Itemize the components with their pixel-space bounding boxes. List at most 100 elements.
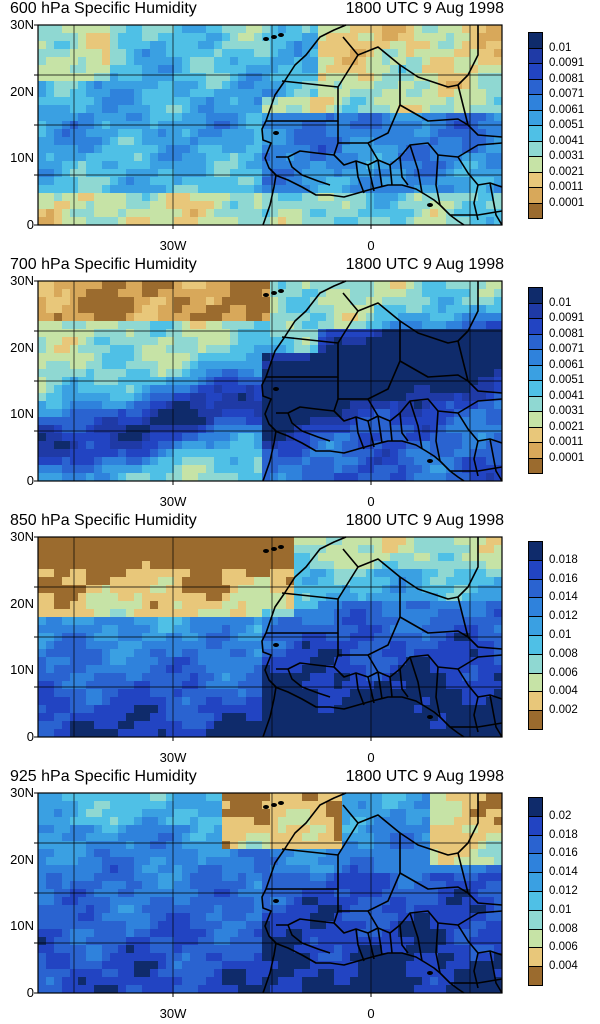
field-cell (486, 553, 495, 562)
field-cell (246, 65, 255, 74)
field-cell (94, 553, 103, 562)
field-cell (270, 465, 279, 474)
field-cell (454, 641, 463, 650)
field-cell (398, 217, 407, 226)
field-cell (198, 353, 207, 362)
field-cell (278, 201, 287, 210)
field-cell (286, 57, 295, 66)
field-cell (198, 433, 207, 442)
field-cell (54, 217, 63, 226)
field-cell (486, 145, 495, 154)
field-cell (294, 89, 303, 98)
field-cell (238, 297, 247, 306)
field-cell (158, 817, 167, 826)
field-cell (102, 33, 111, 42)
field-cell (126, 89, 135, 98)
field-cell (198, 705, 207, 714)
field-cell (310, 97, 319, 106)
field-cell (174, 217, 183, 226)
field-cell (182, 617, 191, 626)
field-cell (422, 697, 431, 706)
field-cell (182, 209, 191, 218)
field-cell (414, 49, 423, 58)
field-cell (246, 185, 255, 194)
field-cell (390, 281, 399, 290)
field-cell (142, 321, 151, 330)
field-cell (222, 609, 231, 618)
field-cell (366, 721, 375, 730)
field-cell (390, 809, 399, 818)
field-cell (446, 545, 455, 554)
field-cell (398, 473, 407, 482)
field-cell (54, 137, 63, 146)
field-cell (62, 713, 71, 722)
field-cell (326, 713, 335, 722)
field-cell (422, 337, 431, 346)
field-cell (302, 729, 311, 738)
field-cell (374, 313, 383, 322)
field-cell (134, 577, 143, 586)
field-cell (126, 185, 135, 194)
field-cell (182, 625, 191, 634)
field-cell (78, 57, 87, 66)
field-cell (126, 841, 135, 850)
field-cell (150, 689, 159, 698)
field-cell (158, 81, 167, 90)
field-cell (54, 281, 63, 290)
field-cell (150, 153, 159, 162)
field-cell (454, 57, 463, 66)
field-cell (222, 81, 231, 90)
field-cell (158, 161, 167, 170)
field-cell (230, 689, 239, 698)
field-cell (318, 841, 327, 850)
field-cell (406, 129, 415, 138)
field-cell (222, 673, 231, 682)
field-cell (206, 345, 215, 354)
field-cell (142, 185, 151, 194)
field-cell (78, 145, 87, 154)
field-cell (150, 337, 159, 346)
field-cell (302, 41, 311, 50)
field-cell (358, 321, 367, 330)
field-cell (422, 441, 431, 450)
field-cell (190, 193, 199, 202)
field-cell (94, 25, 103, 34)
field-cell (270, 41, 279, 50)
field-cell (462, 81, 471, 90)
field-cell (358, 153, 367, 162)
field-cell (430, 209, 439, 218)
field-cell (206, 201, 215, 210)
field-cell (142, 641, 151, 650)
field-cell (262, 89, 271, 98)
field-cell (134, 697, 143, 706)
field-cell (198, 593, 207, 602)
field-cell (118, 353, 127, 362)
field-cell (470, 673, 479, 682)
field-cell (142, 417, 151, 426)
field-cell (254, 465, 263, 474)
field-cell (342, 425, 351, 434)
field-cell (286, 41, 295, 50)
field-cell (422, 793, 431, 802)
field-cell (102, 433, 111, 442)
field-cell (374, 729, 383, 738)
field-cell (438, 401, 447, 410)
field-cell (310, 841, 319, 850)
field-cell (358, 585, 367, 594)
field-cell (246, 593, 255, 602)
field-cell (254, 345, 263, 354)
field-cell (102, 81, 111, 90)
field-cell (158, 297, 167, 306)
field-cell (158, 49, 167, 58)
field-cell (182, 425, 191, 434)
field-cell (422, 801, 431, 810)
field-cell (454, 801, 463, 810)
field-cell (142, 105, 151, 114)
field-cell (54, 361, 63, 370)
field-cell (302, 449, 311, 458)
field-cell (214, 217, 223, 226)
field-cell (454, 385, 463, 394)
field-cell (278, 105, 287, 114)
field-cell (446, 393, 455, 402)
field-cell (142, 97, 151, 106)
